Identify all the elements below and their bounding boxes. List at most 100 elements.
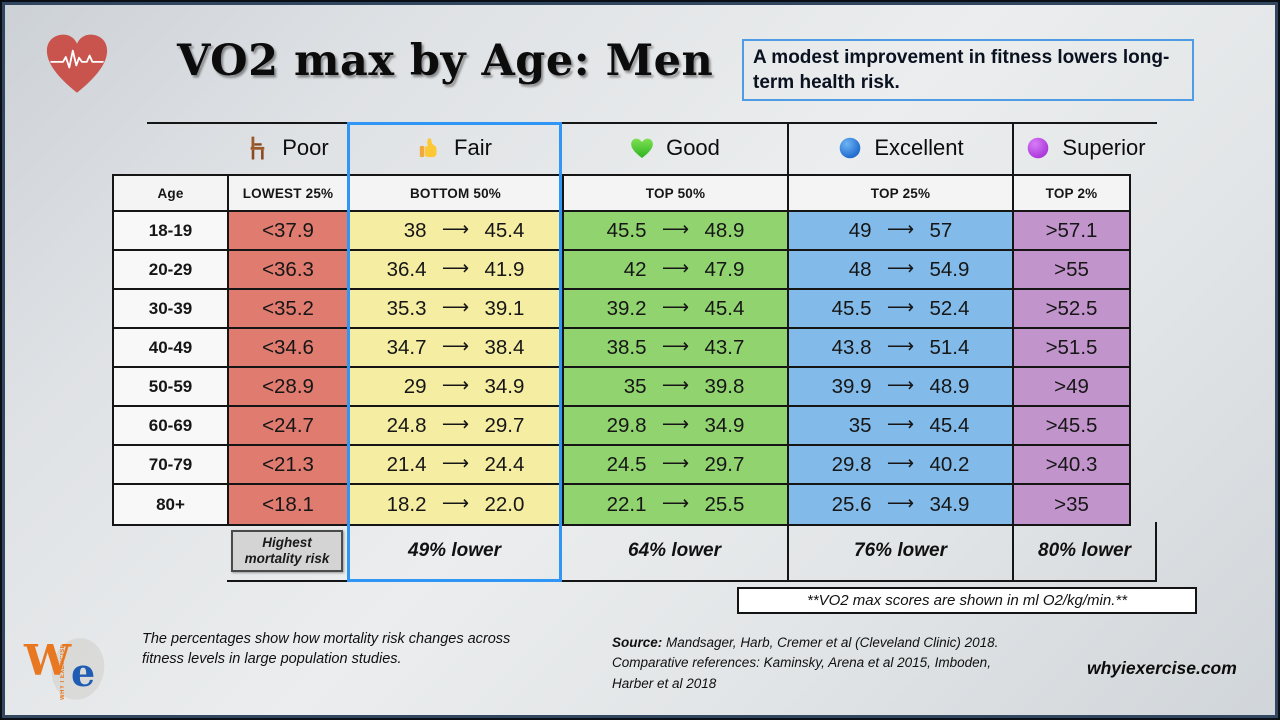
right-arrow-icon: ⟶ [886,336,915,357]
thumbs-up-icon [419,138,437,158]
right-arrow-icon: ⟶ [886,258,915,279]
table-row: 60-69 <24.7 24.8 ⟶ 29.7 29.8 ⟶ 34.9 35 ⟶ 45.4 >45.5 [114,407,1129,446]
units-note: **VO2 max scores are shown in ml O2/kg/m… [737,587,1197,614]
good-cell: 39.2 ⟶ 45.4 [564,290,789,329]
range-to: 47.9 [704,257,745,281]
superior-cell: >40.3 [1014,446,1129,485]
age-cell: 18-19 [114,212,229,251]
poor-cell: <18.1 [229,485,349,524]
category-excellent: Excellent [787,122,1012,174]
subheader-fair: BOTTOM 50% [349,176,564,212]
range-from: 22.1 [606,492,647,516]
subheader-good: TOP 50% [564,176,789,212]
fair-cell: 24.8 ⟶ 29.7 [349,407,564,446]
excellent-cell: 48 ⟶ 54.9 [789,251,1014,290]
poor-cell: <24.7 [229,407,349,446]
range-to: 43.7 [704,335,745,359]
right-arrow-icon: ⟶ [441,336,470,357]
age-cell: 30-39 [114,290,229,329]
range-to: 39.8 [704,374,745,398]
summary-poor: Highest mortality risk [227,522,347,580]
website-link: whyiexercise.com [1087,658,1237,678]
range-from: 18.2 [386,492,427,516]
table-row: 50-59 <28.9 29 ⟶ 34.9 35 ⟶ 39.8 39.9 ⟶ 48.9 >49 [114,368,1129,407]
range-to: 34.9 [704,413,745,437]
range-to: 34.9 [929,492,970,516]
excellent-cell: 49 ⟶ 57 [789,212,1014,251]
good-cell: 35 ⟶ 39.8 [564,368,789,407]
excellent-cell: 45.5 ⟶ 52.4 [789,290,1014,329]
table-row: 20-29 <36.3 36.4 ⟶ 41.9 42 ⟶ 47.9 48 ⟶ 54.9 >55 [114,251,1129,290]
right-arrow-icon: ⟶ [661,453,690,474]
superior-cell: >52.5 [1014,290,1129,329]
good-cell: 45.5 ⟶ 48.9 [564,212,789,251]
range-to: 51.4 [929,335,970,359]
brand-letter-e: e [71,650,96,695]
range-from: 21.4 [386,452,427,476]
brand-vertical-text: WHY I EXERCISE [60,643,66,700]
range-to: 41.9 [484,257,525,281]
source-line1-text: Mandsager, Harb, Cremer et al (Cleveland… [662,635,999,650]
source-line3: Harber et al 2018 [612,675,717,691]
fair-cell: 38 ⟶ 45.4 [349,212,564,251]
fair-cell: 18.2 ⟶ 22.0 [349,485,564,524]
table-row: 30-39 <35.2 35.3 ⟶ 39.1 39.2 ⟶ 45.4 45.5 ⟶ 52.4 >52… [114,290,1129,329]
vo2-table: Poor Fair Good [112,122,1157,582]
fair-cell: 29 ⟶ 34.9 [349,368,564,407]
range-from: 24.5 [606,452,647,476]
right-arrow-icon: ⟶ [661,414,690,435]
table-row: 80+ <18.1 18.2 ⟶ 22.0 22.1 ⟶ 25.5 25.6 ⟶ 34.9 >35 [114,485,1129,524]
table-row: 70-79 <21.3 21.4 ⟶ 24.4 24.5 ⟶ 29.7 29.8 ⟶ 40.2 >40… [114,446,1129,485]
right-arrow-icon: ⟶ [886,375,915,396]
range-to: 48.9 [929,374,970,398]
good-cell: 38.5 ⟶ 43.7 [564,329,789,368]
range-from: 29.8 [831,452,872,476]
right-arrow-icon: ⟶ [441,375,470,396]
range-from: 25.6 [831,492,872,516]
range-to: 45.4 [704,296,745,320]
blue-circle-icon [840,137,861,159]
summary-excellent: 76% lower [787,522,1012,580]
category-fair: Fair [347,122,562,174]
fair-cell: 34.7 ⟶ 38.4 [349,329,564,368]
range-to: 52.4 [929,296,970,320]
superior-cell: >49 [1014,368,1129,407]
right-arrow-icon: ⟶ [886,219,915,240]
right-arrow-icon: ⟶ [441,297,470,318]
subheader-excellent: TOP 25% [789,176,1014,212]
range-from: 29 [403,374,427,398]
source-block: Source: Mandsager, Harb, Cremer et al (C… [612,633,998,694]
right-arrow-icon: ⟶ [886,414,915,435]
range-to: 57 [929,218,953,242]
range-to: 24.4 [484,452,525,476]
category-excellent-label: Excellent [874,135,964,160]
subheader-poor: LOWEST 25% [229,176,349,212]
range-from: 45.5 [831,296,872,320]
good-cell: 42 ⟶ 47.9 [564,251,789,290]
range-from: 36.4 [386,257,427,281]
table-row: 40-49 <34.6 34.7 ⟶ 38.4 38.5 ⟶ 43.7 43.8 ⟶ 51.4 >51… [114,329,1129,368]
range-from: 38 [403,218,427,242]
superior-cell: >45.5 [1014,407,1129,446]
green-heart-icon [631,138,653,158]
source-line2: Comparative references: Kaminsky, Arena … [612,655,991,671]
category-header-row: Poor Fair Good [112,122,1157,174]
good-cell: 29.8 ⟶ 34.9 [564,407,789,446]
age-cell: 80+ [114,485,229,524]
range-from: 24.8 [386,413,427,437]
range-to: 22.0 [484,492,525,516]
summary-good: 64% lower [628,540,721,561]
range-from: 35 [623,374,647,398]
superior-cell: >51.5 [1014,329,1129,368]
range-from: 39.9 [831,374,872,398]
excellent-cell: 25.6 ⟶ 34.9 [789,485,1014,524]
category-poor-label: Poor [282,135,329,160]
excellent-cell: 39.9 ⟶ 48.9 [789,368,1014,407]
fair-cell: 36.4 ⟶ 41.9 [349,251,564,290]
good-cell: 22.1 ⟶ 25.5 [564,485,789,524]
poor-cell: <36.3 [229,251,349,290]
range-to: 34.9 [484,374,525,398]
range-to: 45.4 [929,413,970,437]
right-arrow-icon: ⟶ [661,493,690,514]
